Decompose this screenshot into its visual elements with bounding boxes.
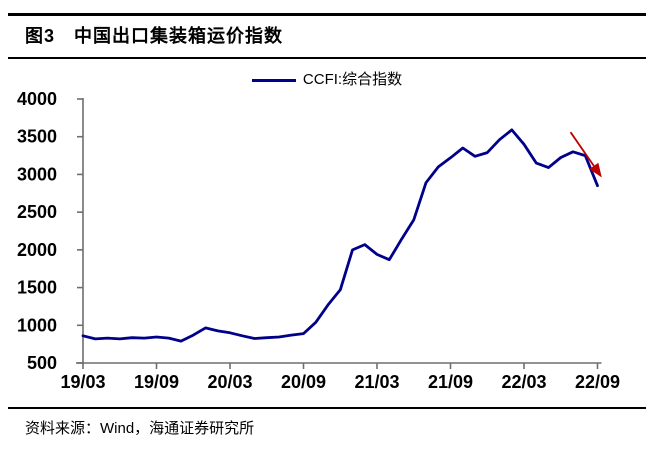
x-tick-label: 22/03	[501, 372, 546, 392]
header-top-rule	[8, 13, 646, 16]
decline-arrow-shaft	[569, 131, 595, 167]
data-line-ccfi	[81, 128, 599, 343]
x-tick-label: 20/09	[281, 372, 326, 392]
y-tick-label: 4000	[17, 89, 57, 109]
decline-arrow-head	[589, 162, 602, 178]
footer-rule	[8, 407, 646, 409]
chart-legend: CCFI:综合指数	[0, 71, 654, 89]
figure-title: 图3 中国出口集装箱运价指数	[25, 26, 284, 46]
y-tick-label: 1500	[17, 278, 57, 298]
x-tick-label: 19/03	[60, 372, 105, 392]
x-tick-label: 21/03	[354, 372, 399, 392]
y-tick-label: 3000	[17, 164, 57, 184]
x-tick-label: 21/09	[428, 372, 473, 392]
x-tick-label: 19/09	[134, 372, 179, 392]
x-tick-label: 22/09	[575, 372, 620, 392]
legend-series-label: CCFI:综合指数	[302, 71, 403, 88]
source-note: 资料来源：Wind，海通证券研究所	[25, 420, 255, 437]
y-tick-label: 2500	[17, 202, 57, 222]
y-tick-label: 1000	[17, 315, 57, 335]
header-bottom-rule	[8, 57, 646, 59]
y-tick-label: 500	[27, 353, 57, 373]
legend-line-swatch	[251, 78, 296, 82]
y-tick-label: 3500	[17, 127, 57, 147]
x-tick-label: 20/03	[207, 372, 252, 392]
y-tick-label: 2000	[17, 240, 57, 260]
